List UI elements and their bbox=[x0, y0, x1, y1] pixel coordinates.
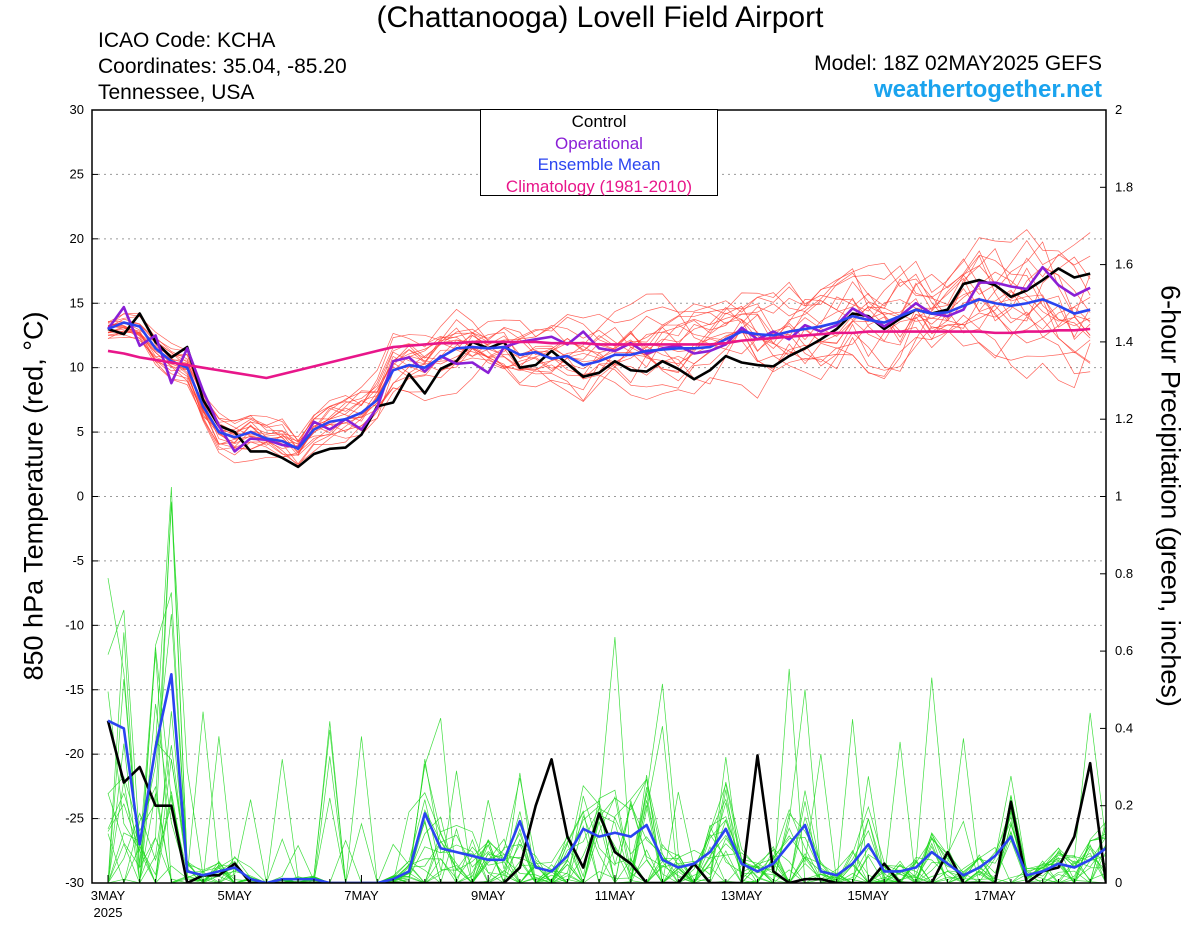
chart-title: (Chattanooga) Lovell Field Airport bbox=[376, 1, 824, 34]
legend-ensemble-mean: Ensemble Mean bbox=[537, 155, 661, 174]
legend-operational: Operational bbox=[555, 133, 643, 153]
y-tick-label-left: -25 bbox=[65, 811, 84, 826]
y-tick-label-right: 2 bbox=[1115, 102, 1122, 117]
y-tick-label-right: 0.8 bbox=[1115, 566, 1133, 581]
precip-member-line bbox=[107, 592, 1106, 883]
temp-member-line bbox=[107, 258, 1091, 442]
temp-member-line bbox=[107, 255, 1091, 450]
x-tick-label: 5MAY bbox=[218, 888, 253, 903]
y-tick-label-right: 1.2 bbox=[1115, 411, 1133, 426]
precip-member-line bbox=[107, 637, 1106, 883]
coordinates: Coordinates: 35.04, -85.20 bbox=[98, 55, 347, 78]
y-tick-label-right: 1.4 bbox=[1115, 334, 1133, 349]
temp-member-line bbox=[107, 268, 1091, 465]
x-tick-label: 17MAY bbox=[974, 888, 1016, 903]
temp-member-line bbox=[107, 309, 1091, 452]
icao-code: ICAO Code: KCHA bbox=[98, 29, 276, 52]
y-tick-label-left: -10 bbox=[65, 617, 84, 632]
temp-member-line bbox=[107, 288, 1091, 442]
y-axis-label-left: 850 hPa Temperature (red, °C) bbox=[18, 311, 49, 681]
temp-member-line bbox=[107, 266, 1091, 458]
plot-area bbox=[92, 173, 1106, 883]
precip-member-line bbox=[107, 740, 1106, 883]
x-tick-label: 9MAY bbox=[471, 888, 506, 903]
y-tick-label-right: 0 bbox=[1115, 875, 1122, 890]
x-tick-label: 13MAY bbox=[721, 888, 763, 903]
x-tick-sublabel: 2025 bbox=[94, 905, 123, 920]
climatology-temp-line bbox=[107, 327, 1091, 380]
model-run: Model: 18Z 02MAY2025 GEFS bbox=[814, 52, 1102, 75]
y-tick-label-right: 1.6 bbox=[1115, 257, 1133, 272]
y-tick-label-right: 0.2 bbox=[1115, 798, 1133, 813]
y-tick-label-left: 0 bbox=[77, 489, 84, 504]
temp-member-line bbox=[107, 247, 1091, 443]
y-axis-label-right: 6-hour Precipitation (green, inches) bbox=[1155, 285, 1186, 707]
precip-member-line bbox=[107, 711, 1106, 883]
y-tick-label-right: 0.4 bbox=[1115, 720, 1133, 735]
legend: Control Operational Ensemble Mean Climat… bbox=[480, 109, 718, 196]
temp-member-line bbox=[107, 265, 1091, 449]
y-tick-label-right: 1 bbox=[1115, 489, 1122, 504]
y-tick-label-left: -5 bbox=[72, 553, 84, 568]
legend-control: Control bbox=[571, 112, 627, 131]
y-tick-label-left: -30 bbox=[65, 875, 84, 890]
plot-frame bbox=[91, 109, 1107, 884]
precip-member-line bbox=[107, 609, 1106, 883]
y-tick-label-left: 25 bbox=[70, 166, 84, 181]
x-tick-label: 15MAY bbox=[848, 888, 890, 903]
y-tick-label-right: 0.6 bbox=[1115, 643, 1133, 658]
precip-member-line bbox=[107, 632, 1106, 883]
y-tick-label-left: -20 bbox=[65, 746, 84, 761]
precip-member-line bbox=[107, 487, 1106, 883]
x-tick-label: 7MAY bbox=[344, 888, 379, 903]
y-tick-label-left: 15 bbox=[70, 295, 84, 310]
y-tick-label-left: 5 bbox=[77, 424, 84, 439]
legend-climatology: Climatology (1981-2010) bbox=[505, 176, 693, 196]
temp-member-line bbox=[107, 306, 1091, 464]
x-tick-label: 11MAY bbox=[595, 888, 636, 903]
y-tick-label-left: -15 bbox=[65, 682, 84, 697]
precip-member-line bbox=[107, 501, 1106, 883]
ensemble-mean-temp-line bbox=[107, 298, 1091, 451]
y-tick-label-left: 20 bbox=[70, 231, 84, 246]
y-tick-label-left: 10 bbox=[70, 360, 84, 375]
x-tick-label: 3MAY bbox=[91, 888, 126, 903]
precip-member-line bbox=[107, 711, 1106, 883]
precip-member-line bbox=[107, 503, 1106, 883]
y-tick-label-left: 30 bbox=[70, 102, 84, 117]
site-link[interactable]: weathertogether.net bbox=[873, 76, 1102, 103]
region: Tennessee, USA bbox=[98, 81, 255, 104]
precip-member-line bbox=[107, 712, 1106, 883]
y-tick-label-right: 1.8 bbox=[1115, 179, 1133, 194]
control-precip-line bbox=[106, 720, 1106, 883]
operational-temp-line bbox=[106, 265, 1091, 453]
